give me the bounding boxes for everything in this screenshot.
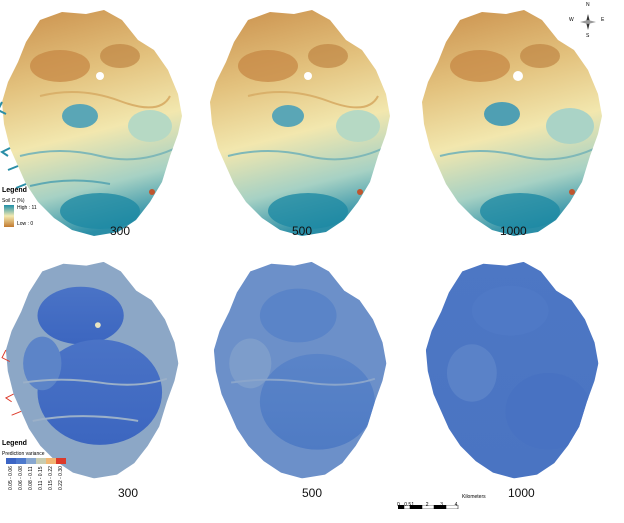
bottom-label-300: 300 bbox=[118, 486, 139, 500]
scale-tick-label: 0.5 bbox=[404, 502, 412, 508]
bottom-legend-title: Legend bbox=[2, 440, 27, 447]
variance-class-swatch bbox=[16, 458, 26, 464]
variance-class-swatch bbox=[46, 458, 56, 464]
variance-class-label: 0.05 - 0.06 bbox=[8, 466, 14, 490]
top-label-500: 500 bbox=[292, 224, 313, 238]
scale-bar-units: Kilometers bbox=[462, 494, 486, 500]
scale-tick-label: 4 bbox=[454, 502, 458, 508]
top-legend-low: Low : 0 bbox=[17, 221, 34, 227]
soil-carbon-map-500 bbox=[208, 6, 398, 246]
bottom-legend-subtitle: Prediction variance bbox=[2, 451, 45, 457]
soil-carbon-map-1000 bbox=[420, 6, 610, 246]
variance-class-label: 0.15 - 0.22 bbox=[48, 466, 54, 490]
scale-tick-label: 1 bbox=[411, 502, 415, 508]
variance-class-label: 0.08 - 0.11 bbox=[28, 466, 34, 490]
north-label: N bbox=[586, 2, 590, 8]
top-label-1000: 1000 bbox=[500, 224, 527, 238]
bottom-label-500: 500 bbox=[302, 486, 323, 500]
scale-tick-label: 2 bbox=[425, 502, 429, 508]
variance-class-swatch bbox=[56, 458, 66, 464]
top-legend-high: High : 11 bbox=[17, 205, 37, 211]
variance-class-swatch bbox=[6, 458, 16, 464]
prediction-variance-map-500 bbox=[208, 258, 398, 488]
scale-bar bbox=[398, 496, 468, 510]
scale-tick-label: 0 bbox=[397, 502, 400, 508]
variance-class-swatch bbox=[26, 458, 36, 464]
prediction-variance-map-300 bbox=[0, 258, 190, 488]
bottom-label-1000: 1000 bbox=[508, 486, 535, 500]
variance-class-label: 0.22 - 0.30 bbox=[58, 466, 64, 490]
east-label: E bbox=[601, 17, 605, 23]
west-label: W bbox=[569, 17, 574, 23]
prediction-variance-map-1000 bbox=[420, 258, 610, 488]
south-label: S bbox=[586, 33, 590, 39]
scale-tick-label: 3 bbox=[440, 502, 443, 508]
soil-carbon-map-300 bbox=[0, 6, 190, 246]
north-arrow-icon bbox=[576, 10, 600, 34]
top-legend-subtitle: Soil C (%) bbox=[2, 198, 25, 204]
variance-class-swatch bbox=[36, 458, 46, 464]
variance-class-label: 0.06 - 0.08 bbox=[18, 466, 24, 490]
top-legend-title: Legend bbox=[2, 187, 27, 194]
soil-c-color-ramp bbox=[4, 205, 14, 227]
variance-class-label: 0.11 - 0.15 bbox=[38, 466, 44, 490]
top-label-300: 300 bbox=[110, 224, 131, 238]
